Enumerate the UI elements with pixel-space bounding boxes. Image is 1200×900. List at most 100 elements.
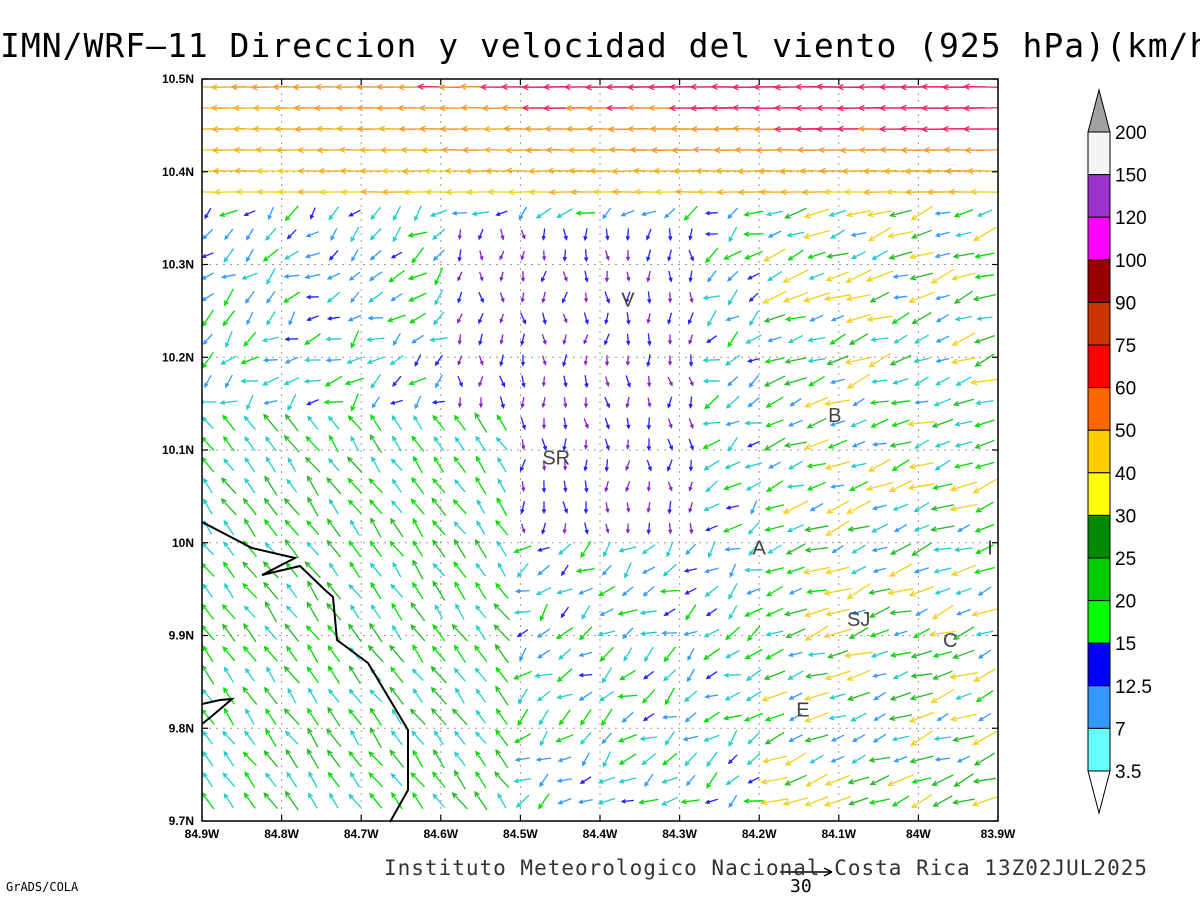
- wind-arrow: [326, 316, 340, 321]
- wind-arrow: [578, 626, 593, 641]
- wind-arrow: [389, 540, 404, 557]
- wind-arrow: [848, 481, 868, 491]
- wind-arrow: [907, 483, 936, 491]
- wind-arrow: [431, 645, 446, 662]
- wind-arrow: [965, 167, 998, 175]
- wind-arrow: [786, 231, 805, 238]
- wind-arrow: [748, 542, 760, 557]
- wind-arrow: [499, 313, 505, 324]
- wind-arrow: [907, 420, 936, 428]
- wind-arrow: [520, 312, 527, 325]
- wind-arrow: [668, 292, 673, 304]
- wind-arrow: [328, 249, 339, 261]
- wind-arrow: [204, 207, 212, 220]
- wind-arrow: [784, 774, 807, 786]
- wind-arrow: [520, 396, 525, 409]
- wind-arrow: [784, 207, 807, 219]
- colorbar-label: 7: [1115, 719, 1126, 740]
- wind-arrow: [662, 752, 678, 766]
- wind-arrow: [579, 731, 592, 745]
- wind-arrow: [871, 379, 888, 384]
- wind-arrow: [850, 712, 867, 722]
- wind-arrow: [667, 312, 673, 325]
- wind-arrow: [499, 250, 505, 261]
- wind-arrow: [745, 587, 761, 595]
- wind-arrow: [687, 648, 695, 661]
- wind-arrow: [475, 455, 486, 474]
- wind-arrow: [285, 748, 299, 769]
- wind-arrow: [346, 356, 363, 364]
- wind-arrow: [453, 414, 466, 431]
- wind-arrow: [805, 773, 828, 787]
- place-label: I: [987, 537, 993, 559]
- wind-arrow: [642, 713, 655, 722]
- wind-arrow: [705, 247, 719, 264]
- wind-arrow: [513, 777, 532, 784]
- wind-arrow: [952, 649, 975, 660]
- wind-arrow: [743, 210, 764, 217]
- wind-arrow: [766, 585, 784, 597]
- wind-arrow: [782, 269, 809, 283]
- wind-arrow: [788, 651, 803, 658]
- wind-arrow: [728, 583, 738, 600]
- wind-arrow: [478, 333, 483, 346]
- wind-arrow: [453, 644, 466, 663]
- wind-arrow: [368, 499, 383, 515]
- wind-arrow: [688, 438, 694, 451]
- wind-arrow: [954, 420, 973, 427]
- wind-arrow: [828, 714, 847, 721]
- wind-arrow: [434, 289, 444, 306]
- wind-arrow: [368, 271, 383, 282]
- wind-arrow: [520, 417, 526, 431]
- wind-arrow: [412, 581, 424, 600]
- latitude-labels: 10.5N 10.4N 10.3N 10.2N 10.1N 10N 9.9N 9.8N 9.7N: [162, 72, 194, 828]
- wind-arrow: [869, 629, 890, 638]
- wind-arrow: [604, 250, 610, 261]
- wind-arrow: [889, 691, 912, 701]
- wind-arrow: [844, 356, 873, 365]
- wind-arrow: [222, 414, 236, 431]
- wind-arrow: [934, 294, 950, 301]
- wind-arrow: [412, 559, 424, 580]
- wind-arrow: [822, 587, 852, 596]
- wind-arrow: [261, 336, 279, 343]
- wind-arrow: [764, 525, 785, 532]
- wind-arrow: [222, 646, 236, 662]
- wind-arrow: [412, 688, 423, 703]
- wind-arrow: [932, 795, 953, 807]
- wind-arrow: [626, 271, 631, 282]
- wind-arrow: [244, 456, 256, 473]
- wind-arrow: [783, 377, 807, 386]
- wind-arrow: [977, 586, 992, 596]
- wind-arrow: [454, 581, 466, 600]
- wind-arrow: [646, 354, 651, 368]
- wind-arrow: [870, 523, 888, 533]
- wind-arrow: [767, 271, 782, 282]
- wind-arrow: [786, 566, 805, 575]
- lat-label: 10.2N: [162, 350, 194, 364]
- wind-arrow: [433, 456, 445, 473]
- wind-arrow: [930, 525, 955, 533]
- wind-arrow: [688, 502, 694, 514]
- wind-arrow: [391, 602, 403, 621]
- wind-arrow: [410, 601, 426, 622]
- wind-arrow: [584, 270, 589, 283]
- wind-arrow: [583, 334, 589, 345]
- wind-arrow: [306, 399, 319, 406]
- wind-arrow: [222, 310, 236, 327]
- wind-arrow: [974, 461, 995, 470]
- wind-arrow: [348, 271, 361, 281]
- wind-arrow: [852, 398, 865, 407]
- wind-arrow: [667, 438, 673, 451]
- wind-arrow: [664, 687, 675, 706]
- wind-arrow: [744, 648, 763, 660]
- wind-arrow: [727, 289, 738, 306]
- wind-arrow: [409, 312, 426, 324]
- wind-arrow: [561, 291, 568, 304]
- reference-vector: [780, 867, 833, 877]
- wind-arrow: [224, 331, 233, 349]
- wind-arrow: [479, 250, 484, 261]
- wind-arrow: [688, 354, 694, 368]
- wind-arrow: [474, 644, 488, 663]
- wind-arrow: [557, 797, 572, 805]
